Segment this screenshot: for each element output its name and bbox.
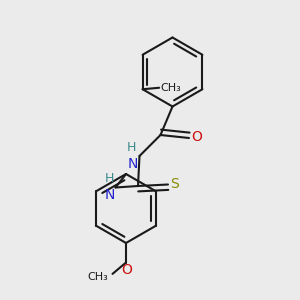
Text: CH₃: CH₃: [88, 272, 109, 282]
Text: O: O: [121, 263, 132, 277]
Text: H: H: [127, 141, 136, 154]
Text: N: N: [105, 188, 116, 202]
Text: O: O: [191, 130, 202, 144]
Text: S: S: [170, 177, 178, 191]
Text: CH₃: CH₃: [160, 83, 181, 93]
Text: N: N: [128, 157, 138, 171]
Text: H: H: [105, 172, 114, 185]
